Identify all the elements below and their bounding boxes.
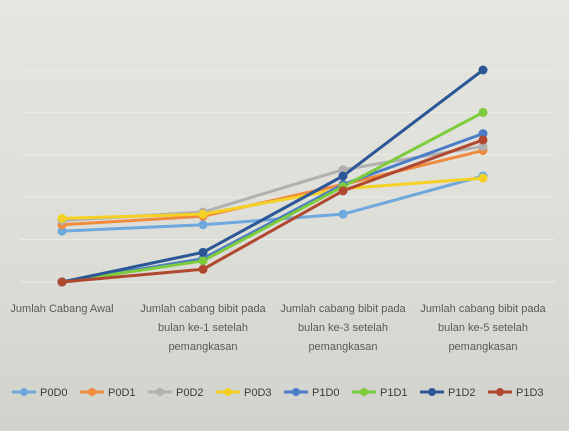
legend-item-p0d0: P0D0 <box>12 387 68 399</box>
gridlines <box>20 69 555 283</box>
data-point-p1d3 <box>478 135 488 145</box>
legend-swatch-marker <box>428 388 436 396</box>
x-tick-label: Jumlah cabang bibit pada bulan ke-5 setel… <box>420 303 546 353</box>
legend-swatch-marker <box>496 388 504 396</box>
legend-item-p1d1: P1D1 <box>352 387 408 399</box>
legend-swatch-marker <box>292 388 300 396</box>
data-point-p0d2 <box>338 165 348 175</box>
legend-label: P0D2 <box>176 387 204 399</box>
legend: P0D0 P0D1 P0D2 P0D3 P1D0 P1D1 P1D2 P1D3 <box>12 387 544 399</box>
series-line-p0d0 <box>60 174 485 233</box>
series-lines <box>60 68 485 284</box>
series-line-p0d3 <box>60 176 485 220</box>
x-tick-label: Jumlah cabang bibit pada bulan ke-3 setel… <box>280 303 406 353</box>
legend-item-p1d2: P1D2 <box>420 387 476 399</box>
legend-item-p0d1: P0D1 <box>80 387 136 399</box>
data-point-p1d3 <box>198 264 208 274</box>
data-point-p0d0 <box>198 220 208 230</box>
legend-item-p0d2: P0D2 <box>148 387 204 399</box>
legend-swatch-marker <box>88 388 96 396</box>
legend-label: P0D1 <box>108 387 136 399</box>
legend-label: P1D2 <box>448 387 476 399</box>
data-point-p1d0 <box>478 129 488 139</box>
series-line-p1d2 <box>60 68 485 284</box>
data-point-p0d0 <box>338 209 348 219</box>
legend-swatch-marker <box>224 388 232 396</box>
legend-swatch-marker <box>360 388 368 396</box>
series-line-p1d1 <box>60 110 485 284</box>
data-point-p0d3 <box>198 209 208 219</box>
data-point-p1d1 <box>478 107 488 117</box>
data-point-p0d3 <box>478 173 488 183</box>
legend-item-p1d0: P1D0 <box>284 387 340 399</box>
series-points <box>57 65 488 287</box>
legend-label: P0D0 <box>40 387 68 399</box>
series-line-p1d0 <box>60 132 485 284</box>
x-tick-label: Jumlah cabang bibit pada bulan ke-1 setel… <box>140 303 266 353</box>
data-point-p1d3 <box>338 186 348 196</box>
legend-swatch-marker <box>20 388 28 396</box>
legend-item-p1d3: P1D3 <box>488 387 544 399</box>
data-point-p1d2 <box>478 65 488 75</box>
data-point-p1d3 <box>57 277 67 287</box>
legend-label: P0D3 <box>244 387 272 399</box>
data-point-p0d0 <box>57 226 67 236</box>
data-point-p1d1 <box>198 256 208 266</box>
legend-item-p0d3: P0D3 <box>216 387 272 399</box>
x-tick-label: Jumlah Cabang Awal <box>10 303 113 315</box>
data-point-p0d2 <box>478 141 488 151</box>
legend-swatch-marker <box>156 388 164 396</box>
x-axis-tick-labels: Jumlah Cabang Awal Jumlah cabang bibit pa… <box>10 303 546 353</box>
legend-label: P1D3 <box>516 387 544 399</box>
data-point-p1d2 <box>198 247 208 257</box>
series-line-p1d3 <box>60 138 485 284</box>
legend-label: P1D0 <box>312 387 340 399</box>
data-point-p0d3 <box>57 213 67 223</box>
data-point-p1d2 <box>338 171 348 181</box>
legend-label: P1D1 <box>380 387 408 399</box>
